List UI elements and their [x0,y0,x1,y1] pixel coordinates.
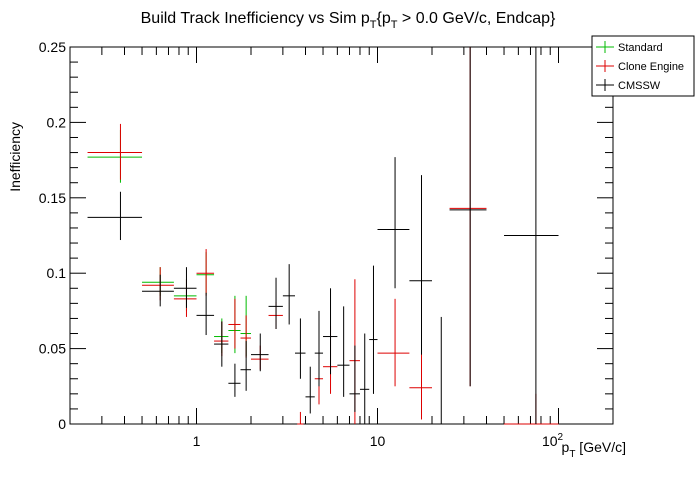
legend-label: Clone Engine [618,61,684,73]
data-point [359,333,370,424]
data-point [228,298,241,349]
chart-title-part: {p [376,10,390,27]
axes: 00.050.10.150.20.251 10 102 [39,39,614,449]
legend-entry-standard: Standard [596,41,663,54]
y-tick-label: 0.05 [39,341,66,357]
data-point [282,264,295,325]
x-tick-label: 10 [370,433,386,449]
legend-entry-cmssw: CMSSW [596,79,661,92]
data-point [314,310,324,387]
legend-label: CMSSW [618,80,661,92]
data-point [196,292,215,336]
data-point [87,123,143,180]
x-axis-label-part: p [562,439,570,455]
data-marks [87,47,559,425]
legend-label: Standard [618,42,663,54]
y-axis-label: Inefficiency [7,122,23,192]
data-point [297,411,304,425]
data-point [214,321,229,367]
data-point [432,316,450,425]
data-point [294,318,306,379]
y-tick-label: 0.1 [47,265,67,281]
chart-title-part: Build Track Inefficiency vs Sim p [141,10,370,27]
chart-title-subscript: T [391,19,398,31]
data-point [268,277,283,329]
series-cmssw [87,47,559,425]
data-point [377,157,410,289]
data-point [142,274,174,307]
data-point [305,366,315,414]
x-axis-label: pT [GeV/c] [562,439,626,460]
data-point [377,298,410,387]
x-tick-label: 1 [193,433,201,449]
y-tick-label: 0 [58,416,66,432]
data-point [449,47,487,387]
x-tick-label: 102 [542,432,564,449]
data-point [240,341,251,391]
x-tick-label-exponent: 2 [558,432,564,443]
y-tick-label: 0.2 [47,114,67,130]
data-point [87,191,143,241]
data-point [323,288,338,375]
y-tick-label: 0.25 [39,39,66,55]
data-point [228,363,241,397]
legend-entry-clone-engine: Clone Engine [596,60,684,73]
data-point [251,333,269,372]
chart-title-subscript: T [370,19,377,31]
data-point [504,47,559,424]
data-point [349,345,360,412]
x-axis-label-subscript: T [569,449,575,460]
chart-title-part: > 0.0 GeV/c, Endcap} [397,10,556,27]
chart-title: Build Track Inefficiency vs Sim pT{pT > … [141,10,556,31]
data-point [369,265,378,394]
x-axis-label-part: [GeV/c] [575,439,626,455]
data-point [337,306,350,397]
data-point [173,267,197,308]
legend: Standard Clone Engine CMSSW [591,35,695,97]
x-tick-label-base: 10 [542,433,558,449]
data-point [196,249,215,296]
data-point [409,175,432,355]
y-tick-label: 0.15 [39,190,66,206]
